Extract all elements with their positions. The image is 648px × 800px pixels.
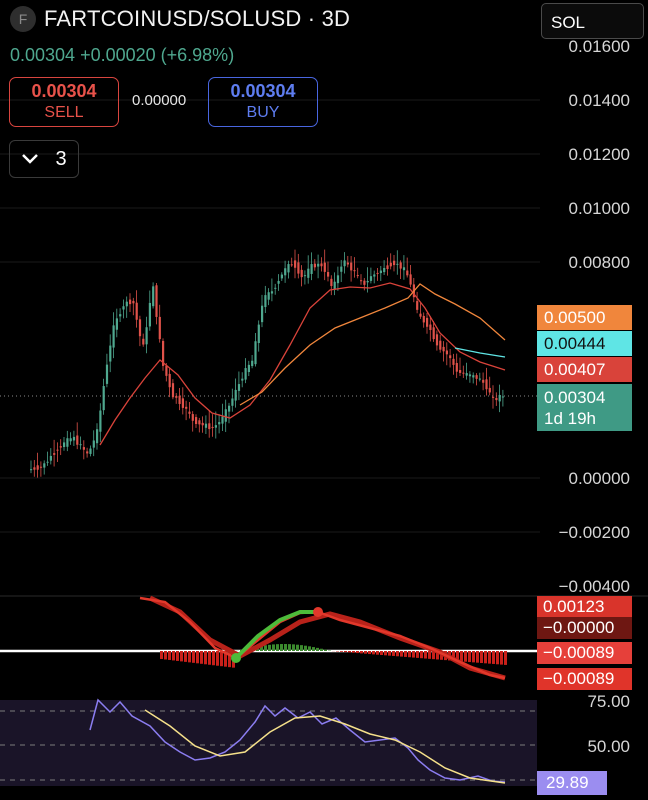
sell-button[interactable]: 0.00304 SELL xyxy=(9,77,119,127)
rsi-ma-line xyxy=(144,709,506,784)
price-axis-label: −0.00200 xyxy=(558,523,630,542)
symbol-logo-icon: F xyxy=(10,6,36,32)
ma-cyan-line xyxy=(454,347,506,358)
price-change-summary: 0.00304 +0.00020 (+6.98%) xyxy=(10,45,235,65)
rsi-background xyxy=(0,700,537,786)
buy-label: BUY xyxy=(246,104,280,121)
price-axis-label: 0.01000 xyxy=(568,199,630,218)
current-price-tag: 0.00304 1d 19h xyxy=(537,384,632,431)
macd-value-tag: −0.00089 xyxy=(537,642,632,664)
price-axis-label: 0.01400 xyxy=(568,91,630,110)
rsi-axis-label: 75.00 xyxy=(587,692,630,711)
sell-label: SELL xyxy=(44,104,84,121)
macd-cross-bear xyxy=(313,607,323,617)
price-axis-label: 0.00800 xyxy=(568,253,630,272)
rsi-line xyxy=(89,698,506,783)
chart-title-bar[interactable]: F FARTCOINUSD/SOLUSD · 3D xyxy=(10,6,350,32)
price-axis-label: 0.01600 xyxy=(568,37,630,56)
macd-cross-bull xyxy=(231,653,241,663)
macd-line-rising xyxy=(234,610,318,660)
price-axis-label: 0.00000 xyxy=(568,469,630,488)
ma-short-price-tag: 0.00407 xyxy=(537,357,632,382)
spread-value: 0.00000 xyxy=(132,92,187,109)
sell-price: 0.00304 xyxy=(31,81,97,101)
candle-countdown: 1d 19h xyxy=(544,409,596,428)
macd-signal-line xyxy=(148,595,506,681)
rsi-value-tag: 29.89 xyxy=(537,771,607,795)
ma-long-line xyxy=(239,283,506,406)
chart-title[interactable]: FARTCOINUSD/SOLUSD · 3D xyxy=(44,6,351,31)
buy-price: 0.00304 xyxy=(230,81,296,101)
indicators-toggle-button[interactable]: 3 xyxy=(9,140,79,178)
ma-long-price-tag: 0.00500 xyxy=(537,305,632,330)
currency-select[interactable]: SOL xyxy=(541,3,644,39)
buy-button[interactable]: 0.00304 BUY xyxy=(208,77,318,127)
macd-value-tag: −0.00089 xyxy=(537,668,632,690)
price-grid xyxy=(0,99,540,533)
rsi-axis-label: 50.00 xyxy=(587,737,630,756)
chevron-down-icon xyxy=(22,154,39,164)
macd-value-tag: 0.00123 xyxy=(537,596,632,618)
ma-cyan-price-tag: 0.00444 xyxy=(537,331,632,356)
current-price-value: 0.00304 xyxy=(544,388,606,407)
macd-histogram xyxy=(160,644,507,668)
macd-value-tag: −0.00000 xyxy=(537,617,632,639)
price-axis-label: −0.00400 xyxy=(558,577,630,596)
price-axis-label: 0.01200 xyxy=(568,145,630,164)
indicator-count: 3 xyxy=(55,147,67,170)
ma-short-line xyxy=(99,282,506,446)
candlesticks xyxy=(30,249,505,478)
